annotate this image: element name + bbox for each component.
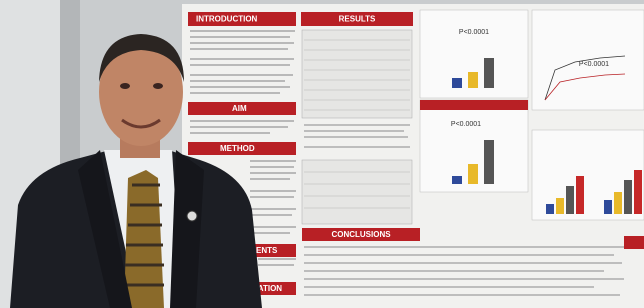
chart-bar [634,170,642,214]
section-header: AIM [232,104,247,113]
section-header: ENTS [256,246,278,255]
section-header: CONCLUSIONS [331,230,391,239]
tie [124,170,164,308]
p-value: P<0.0001 [451,121,481,128]
section-header: RESULTS [339,15,376,24]
chart-bar [614,192,622,214]
chart-bar [566,186,574,214]
header-band [624,236,644,249]
results-table [302,30,412,118]
chart-bar [468,164,478,184]
chart-bar [576,176,584,214]
chart-bar [546,204,554,214]
eye [120,83,130,89]
chart-bar [604,200,612,214]
chart-bar [556,198,564,214]
pin [187,211,197,221]
chart-bar [452,78,462,88]
results-table [302,160,412,224]
p-value: P<0.0001 [459,29,489,36]
header-band [420,100,528,110]
chart-bar [484,58,494,88]
page: INTRODUCTION AIM METHOD ENTS RATION RESU… [0,0,644,308]
chart-bar [624,180,632,214]
eye [153,83,163,89]
chart-bar [452,176,462,184]
chart-bar [468,72,478,88]
photo: INTRODUCTION AIM METHOD ENTS RATION RESU… [0,0,644,308]
p-value: P<0.0001 [579,61,609,68]
section-header: INTRODUCTION [196,15,258,24]
section-header: METHOD [220,144,255,153]
chart-bar [484,140,494,184]
